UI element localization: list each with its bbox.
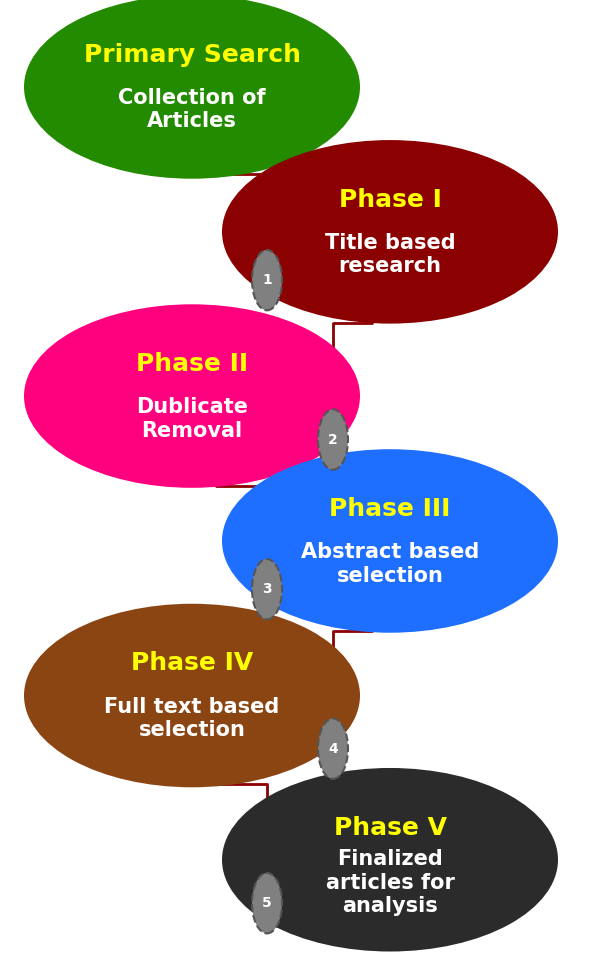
Text: Abstract based
selection: Abstract based selection <box>301 542 479 585</box>
Ellipse shape <box>24 304 360 488</box>
Text: Phase II: Phase II <box>136 352 248 376</box>
Ellipse shape <box>222 449 558 633</box>
Ellipse shape <box>252 873 282 933</box>
Text: Dublicate
Removal: Dublicate Removal <box>136 397 248 440</box>
Text: 3: 3 <box>262 582 272 596</box>
Ellipse shape <box>24 604 360 787</box>
Text: Collection of
Articles: Collection of Articles <box>118 88 266 131</box>
Text: Phase I: Phase I <box>338 187 442 212</box>
Ellipse shape <box>318 410 348 469</box>
Ellipse shape <box>318 719 348 779</box>
Text: Title based
research: Title based research <box>325 233 455 276</box>
Text: Full text based
selection: Full text based selection <box>104 696 280 740</box>
Text: 2: 2 <box>328 433 338 446</box>
Text: 1: 1 <box>262 273 272 287</box>
Text: 4: 4 <box>328 742 338 755</box>
Ellipse shape <box>24 0 360 179</box>
Text: Finalized
articles for
analysis: Finalized articles for analysis <box>326 849 454 916</box>
Ellipse shape <box>252 250 282 310</box>
Text: Phase IV: Phase IV <box>131 651 253 675</box>
Ellipse shape <box>222 140 558 324</box>
Text: Phase III: Phase III <box>329 497 451 521</box>
Text: Phase V: Phase V <box>334 815 446 839</box>
Text: Primary Search: Primary Search <box>83 43 301 67</box>
Text: 5: 5 <box>262 896 272 910</box>
Ellipse shape <box>252 559 282 619</box>
Ellipse shape <box>222 768 558 952</box>
